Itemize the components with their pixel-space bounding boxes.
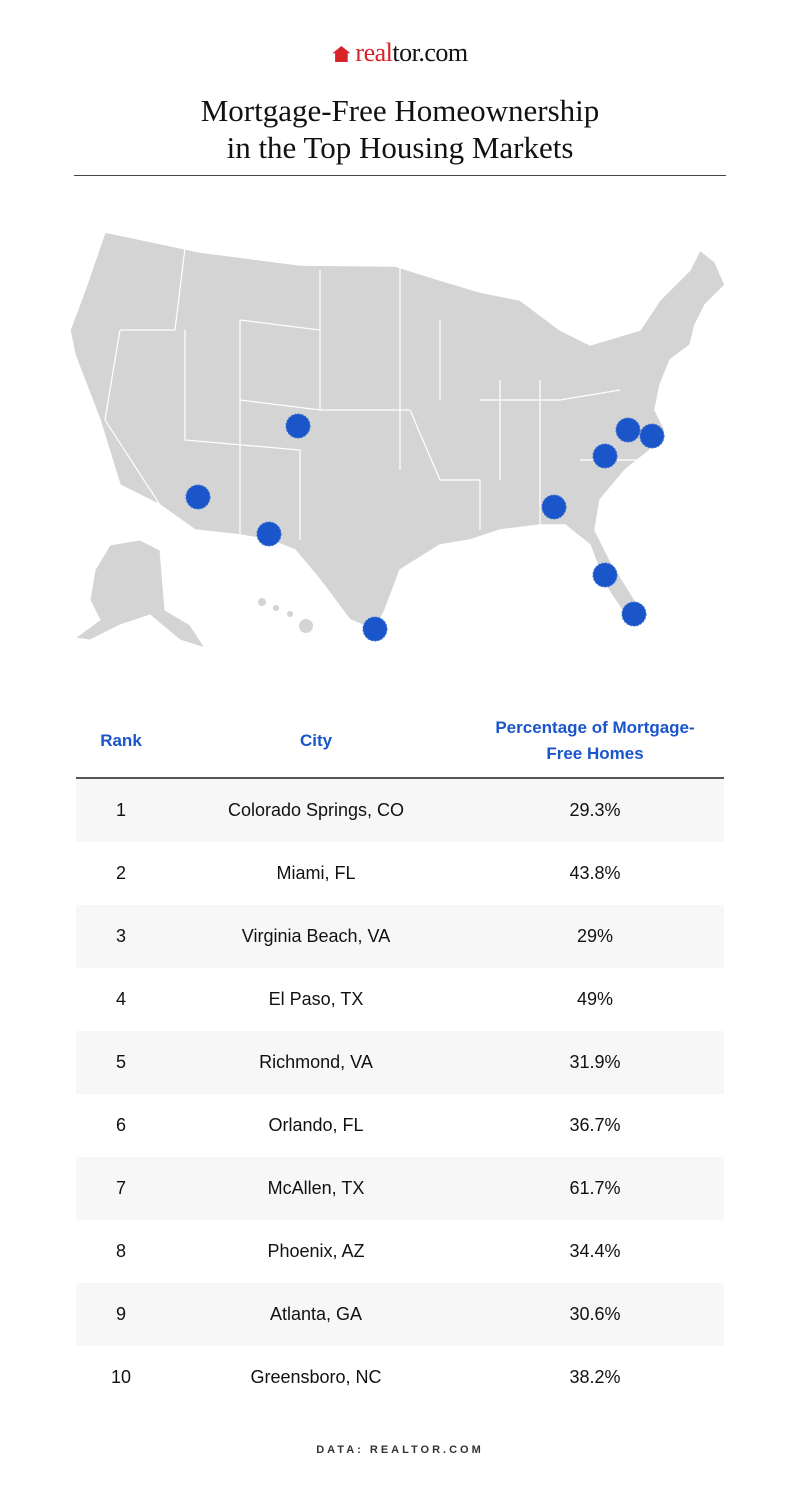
header-city: City bbox=[299, 731, 333, 750]
percentage-cell: 43.8% bbox=[569, 863, 621, 883]
city-marker-7 bbox=[362, 616, 388, 642]
rank-cell: 6 bbox=[115, 1115, 126, 1135]
city-cell: El Paso, TX bbox=[268, 989, 364, 1009]
percentage-cell: 29.3% bbox=[569, 800, 621, 820]
rank-cell: 4 bbox=[115, 989, 126, 1009]
rank-cell: 5 bbox=[115, 1052, 126, 1072]
city-marker-1 bbox=[285, 413, 311, 439]
city-marker-2 bbox=[621, 601, 647, 627]
hawaii bbox=[258, 598, 313, 633]
rank-cell: 10 bbox=[110, 1367, 132, 1387]
percentage-cell: 29% bbox=[576, 926, 614, 946]
table-row: 6 Orlando, FL 36.7% bbox=[76, 1094, 724, 1157]
table-body: 1 Colorado Springs, CO 29.3% 2 Miami, FL 43.8… bbox=[76, 779, 724, 1409]
city-marker-5 bbox=[615, 417, 641, 443]
city-marker-6 bbox=[592, 562, 618, 588]
city-cell: Phoenix, AZ bbox=[267, 1241, 365, 1261]
city-cell: Richmond, VA bbox=[259, 1052, 373, 1072]
city-cell: Orlando, FL bbox=[268, 1115, 364, 1135]
table-row: 8 Phoenix, AZ 34.4% bbox=[76, 1220, 724, 1283]
percentage-cell: 31.9% bbox=[569, 1052, 621, 1072]
city-markers bbox=[185, 413, 665, 642]
rank-cell: 1 bbox=[115, 800, 126, 820]
rank-cell: 7 bbox=[115, 1178, 126, 1198]
city-cell: Virginia Beach, VA bbox=[241, 926, 391, 946]
table-row: 1 Colorado Springs, CO 29.3% bbox=[76, 779, 724, 842]
rank-cell: 9 bbox=[115, 1304, 126, 1324]
page-title: Mortgage-Free Homeownership in the Top H… bbox=[200, 93, 600, 165]
data-source: DATA: REALTOR.COM bbox=[316, 1444, 484, 1456]
house-icon bbox=[332, 46, 351, 62]
city-cell: Atlanta, GA bbox=[269, 1304, 363, 1324]
city-marker-4 bbox=[256, 521, 282, 547]
city-marker-8 bbox=[185, 484, 211, 510]
rank-cell: 2 bbox=[115, 863, 126, 883]
city-marker-3 bbox=[639, 423, 665, 449]
rank-cell: 3 bbox=[115, 926, 126, 946]
table-row: 10 Greensboro, NC 38.2% bbox=[76, 1346, 724, 1409]
percentage-cell: 34.4% bbox=[569, 1241, 621, 1261]
percentage-cell: 61.7% bbox=[569, 1178, 621, 1198]
alaska bbox=[73, 539, 207, 649]
realtor-logo: realtor.com bbox=[0, 38, 800, 68]
city-cell: Miami, FL bbox=[276, 863, 356, 883]
city-cell: McAllen, TX bbox=[267, 1178, 365, 1198]
us-map bbox=[69, 231, 726, 649]
header-percentage: Percentage of Mortgage-Free Homes bbox=[495, 718, 695, 763]
table-row: 4 El Paso, TX 49% bbox=[76, 968, 724, 1031]
percentage-cell: 30.6% bbox=[569, 1304, 621, 1324]
percentage-cell: 49% bbox=[576, 989, 614, 1009]
city-cell: Colorado Springs, CO bbox=[227, 800, 405, 820]
table-row: 2 Miami, FL 43.8% bbox=[76, 842, 724, 905]
table-row: 3 Virginia Beach, VA 29% bbox=[76, 905, 724, 968]
state-borders bbox=[104, 247, 640, 540]
city-marker-9 bbox=[541, 494, 567, 520]
divider bbox=[74, 175, 726, 176]
percentage-cell: 36.7% bbox=[569, 1115, 621, 1135]
city-cell: Greensboro, NC bbox=[250, 1367, 382, 1387]
table-header: Rank City Percentage of Mortgage-Free Ho… bbox=[76, 705, 724, 779]
table-row: 7 McAllen, TX 61.7% bbox=[76, 1157, 724, 1220]
table-row: 9 Atlanta, GA 30.6% bbox=[76, 1283, 724, 1346]
city-marker-10 bbox=[592, 443, 618, 469]
table-row: 5 Richmond, VA 31.9% bbox=[76, 1031, 724, 1094]
header-rank: Rank bbox=[100, 731, 142, 750]
rank-cell: 8 bbox=[115, 1241, 126, 1261]
percentage-cell: 38.2% bbox=[569, 1367, 621, 1387]
